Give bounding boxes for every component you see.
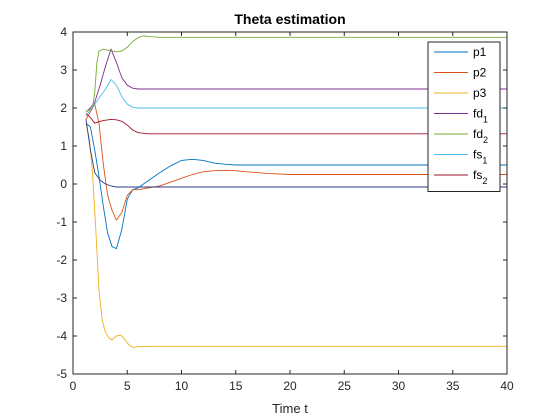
y-tick-label: 2 xyxy=(60,101,67,115)
y-tick-label: 1 xyxy=(60,139,67,153)
x-axis-label: Time t xyxy=(272,401,308,416)
x-tick-label: 40 xyxy=(500,379,514,393)
series-line-fs-1 xyxy=(85,79,507,116)
y-tick-label: -5 xyxy=(56,367,67,381)
legend-entry-label: p3 xyxy=(473,86,487,100)
x-tick-label: 5 xyxy=(124,379,131,393)
y-tick-label: -2 xyxy=(56,253,67,267)
series-line-fd-1 xyxy=(85,48,507,113)
series-line-p2 xyxy=(85,103,507,221)
x-tick-label: 25 xyxy=(338,379,352,393)
y-tick-label: -1 xyxy=(56,215,67,229)
legend-entry-label: fd2 xyxy=(473,127,488,145)
legend-entry-label: p2 xyxy=(473,66,487,80)
chart-title: Theta estimation xyxy=(234,11,345,27)
y-axis: -5 -4 -3 -2 -1 0 1 2 3 4 xyxy=(56,25,507,381)
x-tick-label: 15 xyxy=(229,379,243,393)
legend: p1 p2 p3 fd1 fd2 fs1 fs2 xyxy=(427,41,501,192)
series-layer xyxy=(85,35,507,348)
y-tick-label: -4 xyxy=(56,329,67,343)
x-tick-label: 30 xyxy=(392,379,406,393)
legend-entry-label: fd1 xyxy=(473,107,488,125)
series-line-unlabeled xyxy=(85,119,507,188)
y-tick-label: 3 xyxy=(60,63,67,77)
series-line-fs-2 xyxy=(85,113,507,135)
x-tick-label: 20 xyxy=(283,379,297,393)
x-tick-label: 10 xyxy=(175,379,189,393)
y-tick-label: -3 xyxy=(56,291,67,305)
x-tick-label: 0 xyxy=(70,379,77,393)
x-tick-label: 35 xyxy=(446,379,460,393)
series-line-fd-2 xyxy=(85,35,507,113)
y-tick-label: 4 xyxy=(60,25,67,39)
legend-box xyxy=(427,41,501,192)
series-line-p1 xyxy=(85,122,507,250)
x-axis: 0 5 10 15 20 25 30 35 40 xyxy=(70,32,514,393)
legend-entry-label: fs1 xyxy=(473,148,487,166)
legend-entry-label: p1 xyxy=(473,45,487,59)
legend-entry-label: fs2 xyxy=(473,168,487,186)
y-tick-label: 0 xyxy=(60,177,67,191)
series-line-p3 xyxy=(85,123,507,348)
